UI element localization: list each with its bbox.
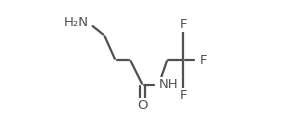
Text: O: O (137, 99, 148, 112)
Text: NH: NH (159, 78, 178, 91)
Text: H₂N: H₂N (64, 16, 89, 30)
Text: F: F (200, 54, 207, 66)
Text: F: F (180, 89, 187, 102)
Text: F: F (180, 18, 187, 31)
